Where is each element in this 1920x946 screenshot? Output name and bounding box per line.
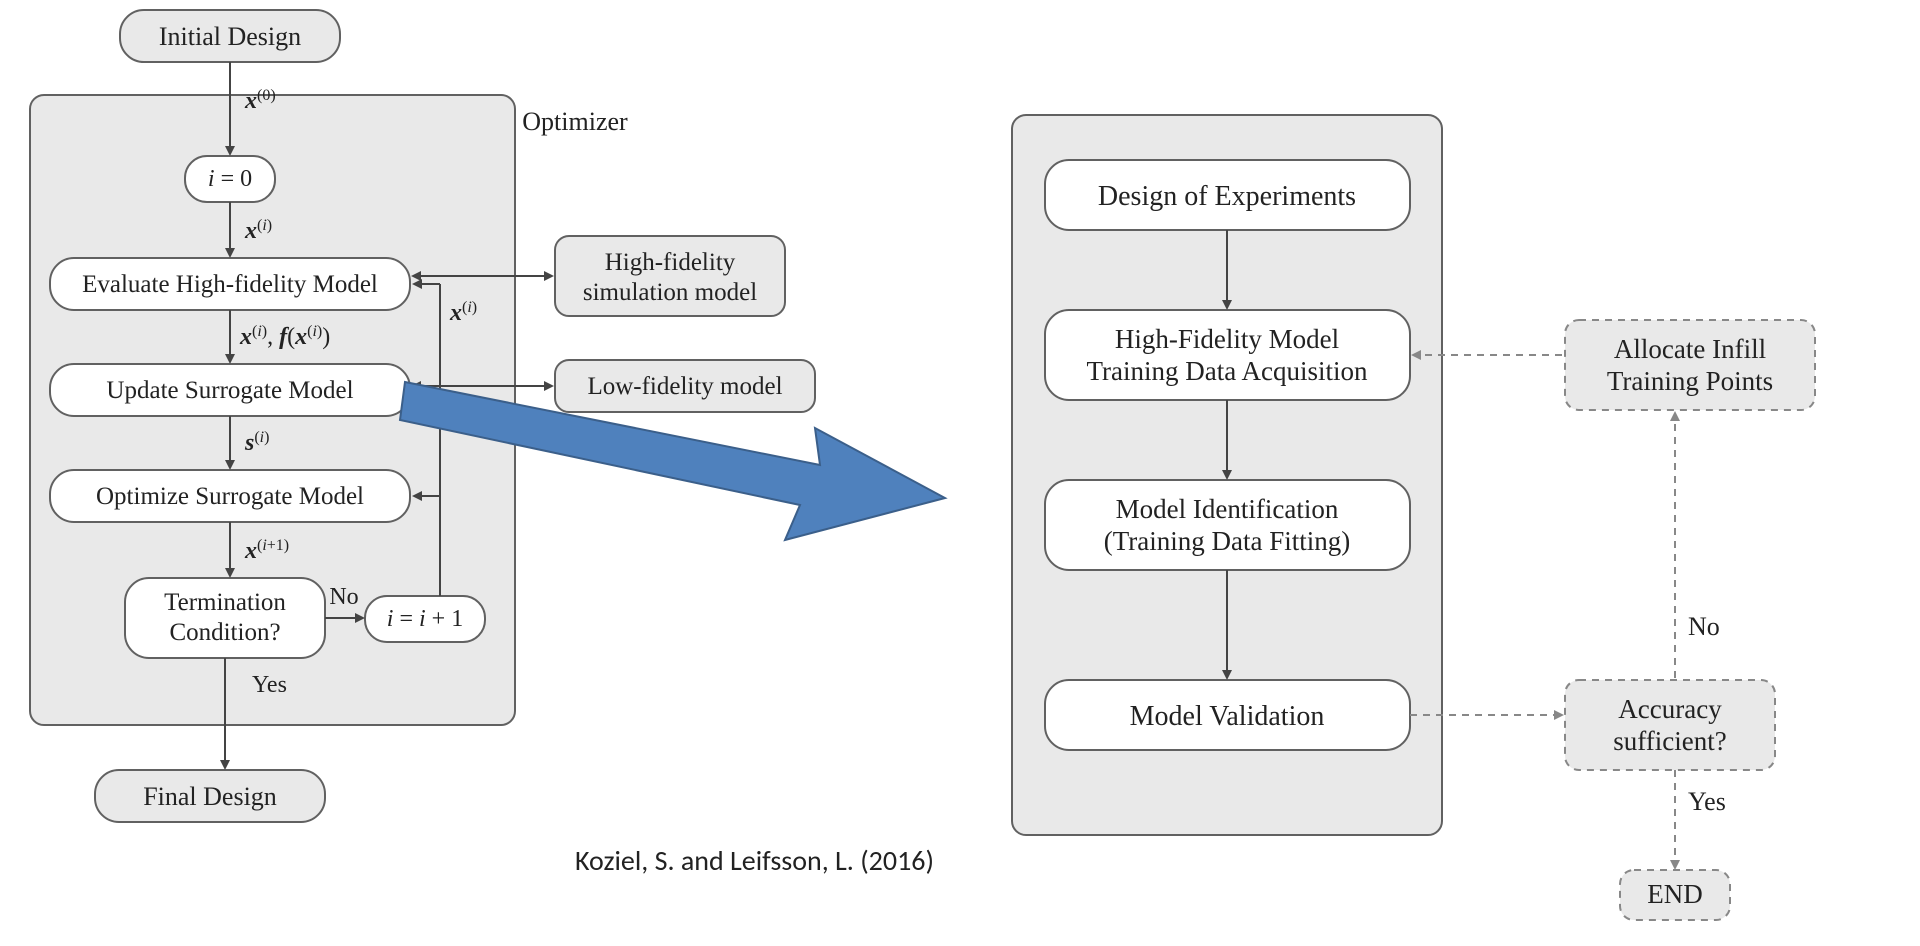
node-increment: i = i + 1 [365, 596, 485, 642]
node-i-eq-0: i = 0 [185, 156, 275, 202]
svg-text:Update Surrogate Model: Update Surrogate Model [106, 377, 353, 404]
node-accuracy: Accuracy sufficient? [1565, 680, 1775, 770]
svg-text:(Training Data Fitting): (Training Data Fitting) [1104, 526, 1351, 556]
right-diagram: Design of Experiments High-Fidelity Mode… [1012, 115, 1815, 920]
node-model-id: Model Identification (Training Data Fitt… [1045, 480, 1410, 570]
svg-text:High-fidelity: High-fidelity [605, 249, 736, 276]
svg-text:Accuracy: Accuracy [1618, 694, 1722, 724]
svg-text:Allocate Infill: Allocate Infill [1614, 334, 1766, 364]
node-low-fidelity: Low-fidelity model [555, 360, 815, 412]
svg-text:i = i + 1: i = i + 1 [387, 606, 463, 632]
svg-text:Evaluate High-fidelity Model: Evaluate High-fidelity Model [82, 271, 378, 298]
node-update-surrogate: Update Surrogate Model [50, 364, 410, 416]
optimizer-label: Optimizer [522, 107, 628, 136]
svg-text:i = 0: i = 0 [208, 166, 252, 192]
svg-text:Optimize Surrogate Model: Optimize Surrogate Model [96, 483, 364, 510]
node-final-design: Final Design [95, 770, 325, 822]
svg-text:END: END [1647, 879, 1703, 909]
svg-text:Training Data Acquisition: Training Data Acquisition [1087, 356, 1368, 386]
svg-text:Condition?: Condition? [169, 619, 280, 646]
citation: Koziel, S. and Leifsson, L. (2016) [575, 843, 934, 878]
svg-text:Low-fidelity model: Low-fidelity model [587, 373, 782, 400]
svg-text:Model Identification: Model Identification [1116, 494, 1339, 524]
node-initial-design: Initial Design [120, 10, 340, 62]
node-end: END [1620, 870, 1730, 920]
node-allocate-infill: Allocate Infill Training Points [1565, 320, 1815, 410]
svg-text:Initial Design: Initial Design [159, 22, 301, 51]
node-doe: Design of Experiments [1045, 160, 1410, 230]
left-diagram: Optimizer High-fidelity simulation model… [30, 10, 934, 878]
node-hifi-sim: High-fidelity simulation model [555, 236, 785, 316]
label-no-right: No [1688, 612, 1720, 641]
svg-text:sufficient?: sufficient? [1613, 726, 1726, 756]
svg-text:Design of Experiments: Design of Experiments [1098, 181, 1356, 212]
label-yes-left: Yes [252, 672, 287, 698]
label-yes-right: Yes [1688, 787, 1726, 816]
svg-text:Final Design: Final Design [143, 782, 277, 811]
svg-text:simulation model: simulation model [583, 279, 757, 306]
svg-text:Model Validation: Model Validation [1130, 701, 1325, 732]
node-model-validation: Model Validation [1045, 680, 1410, 750]
node-hifi-acquisition: High-Fidelity Model Training Data Acquis… [1045, 310, 1410, 400]
svg-text:Termination: Termination [164, 589, 286, 616]
node-termination: Termination Condition? [125, 578, 325, 658]
node-evaluate-hifi: Evaluate High-fidelity Model [50, 258, 410, 310]
label-no-left: No [329, 584, 358, 610]
svg-text:Training Points: Training Points [1607, 366, 1773, 396]
svg-text:High-Fidelity Model: High-Fidelity Model [1115, 324, 1339, 354]
node-optimize-surrogate: Optimize Surrogate Model [50, 470, 410, 522]
